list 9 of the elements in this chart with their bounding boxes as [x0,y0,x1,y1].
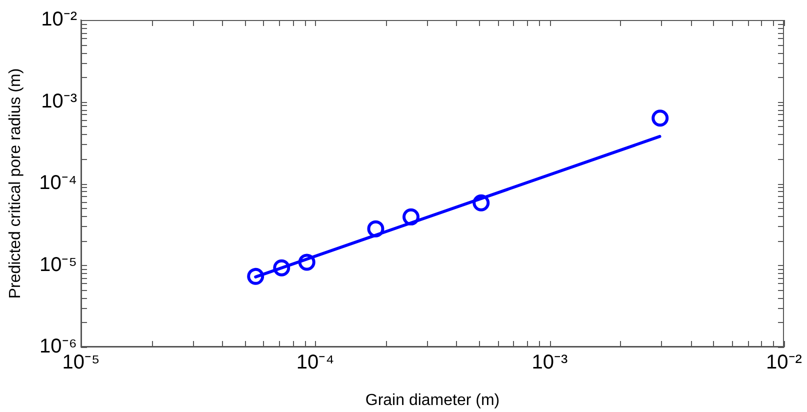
x-tick-label: 10⁻³ [532,352,568,374]
y-axis-title: Predicted critical pore radius (m) [7,68,24,299]
y-tick-label: 10⁻³ [41,90,78,112]
y-tick-label: 10⁻⁴ [39,172,77,194]
x-axis-title: Grain diameter (m) [365,392,500,409]
y-tick-label: 10⁻⁵ [39,254,77,276]
y-tick-label: 10⁻² [41,8,78,31]
x-tick-label: 10⁻² [766,352,802,374]
x-tick-label: 10⁻⁴ [296,352,334,374]
